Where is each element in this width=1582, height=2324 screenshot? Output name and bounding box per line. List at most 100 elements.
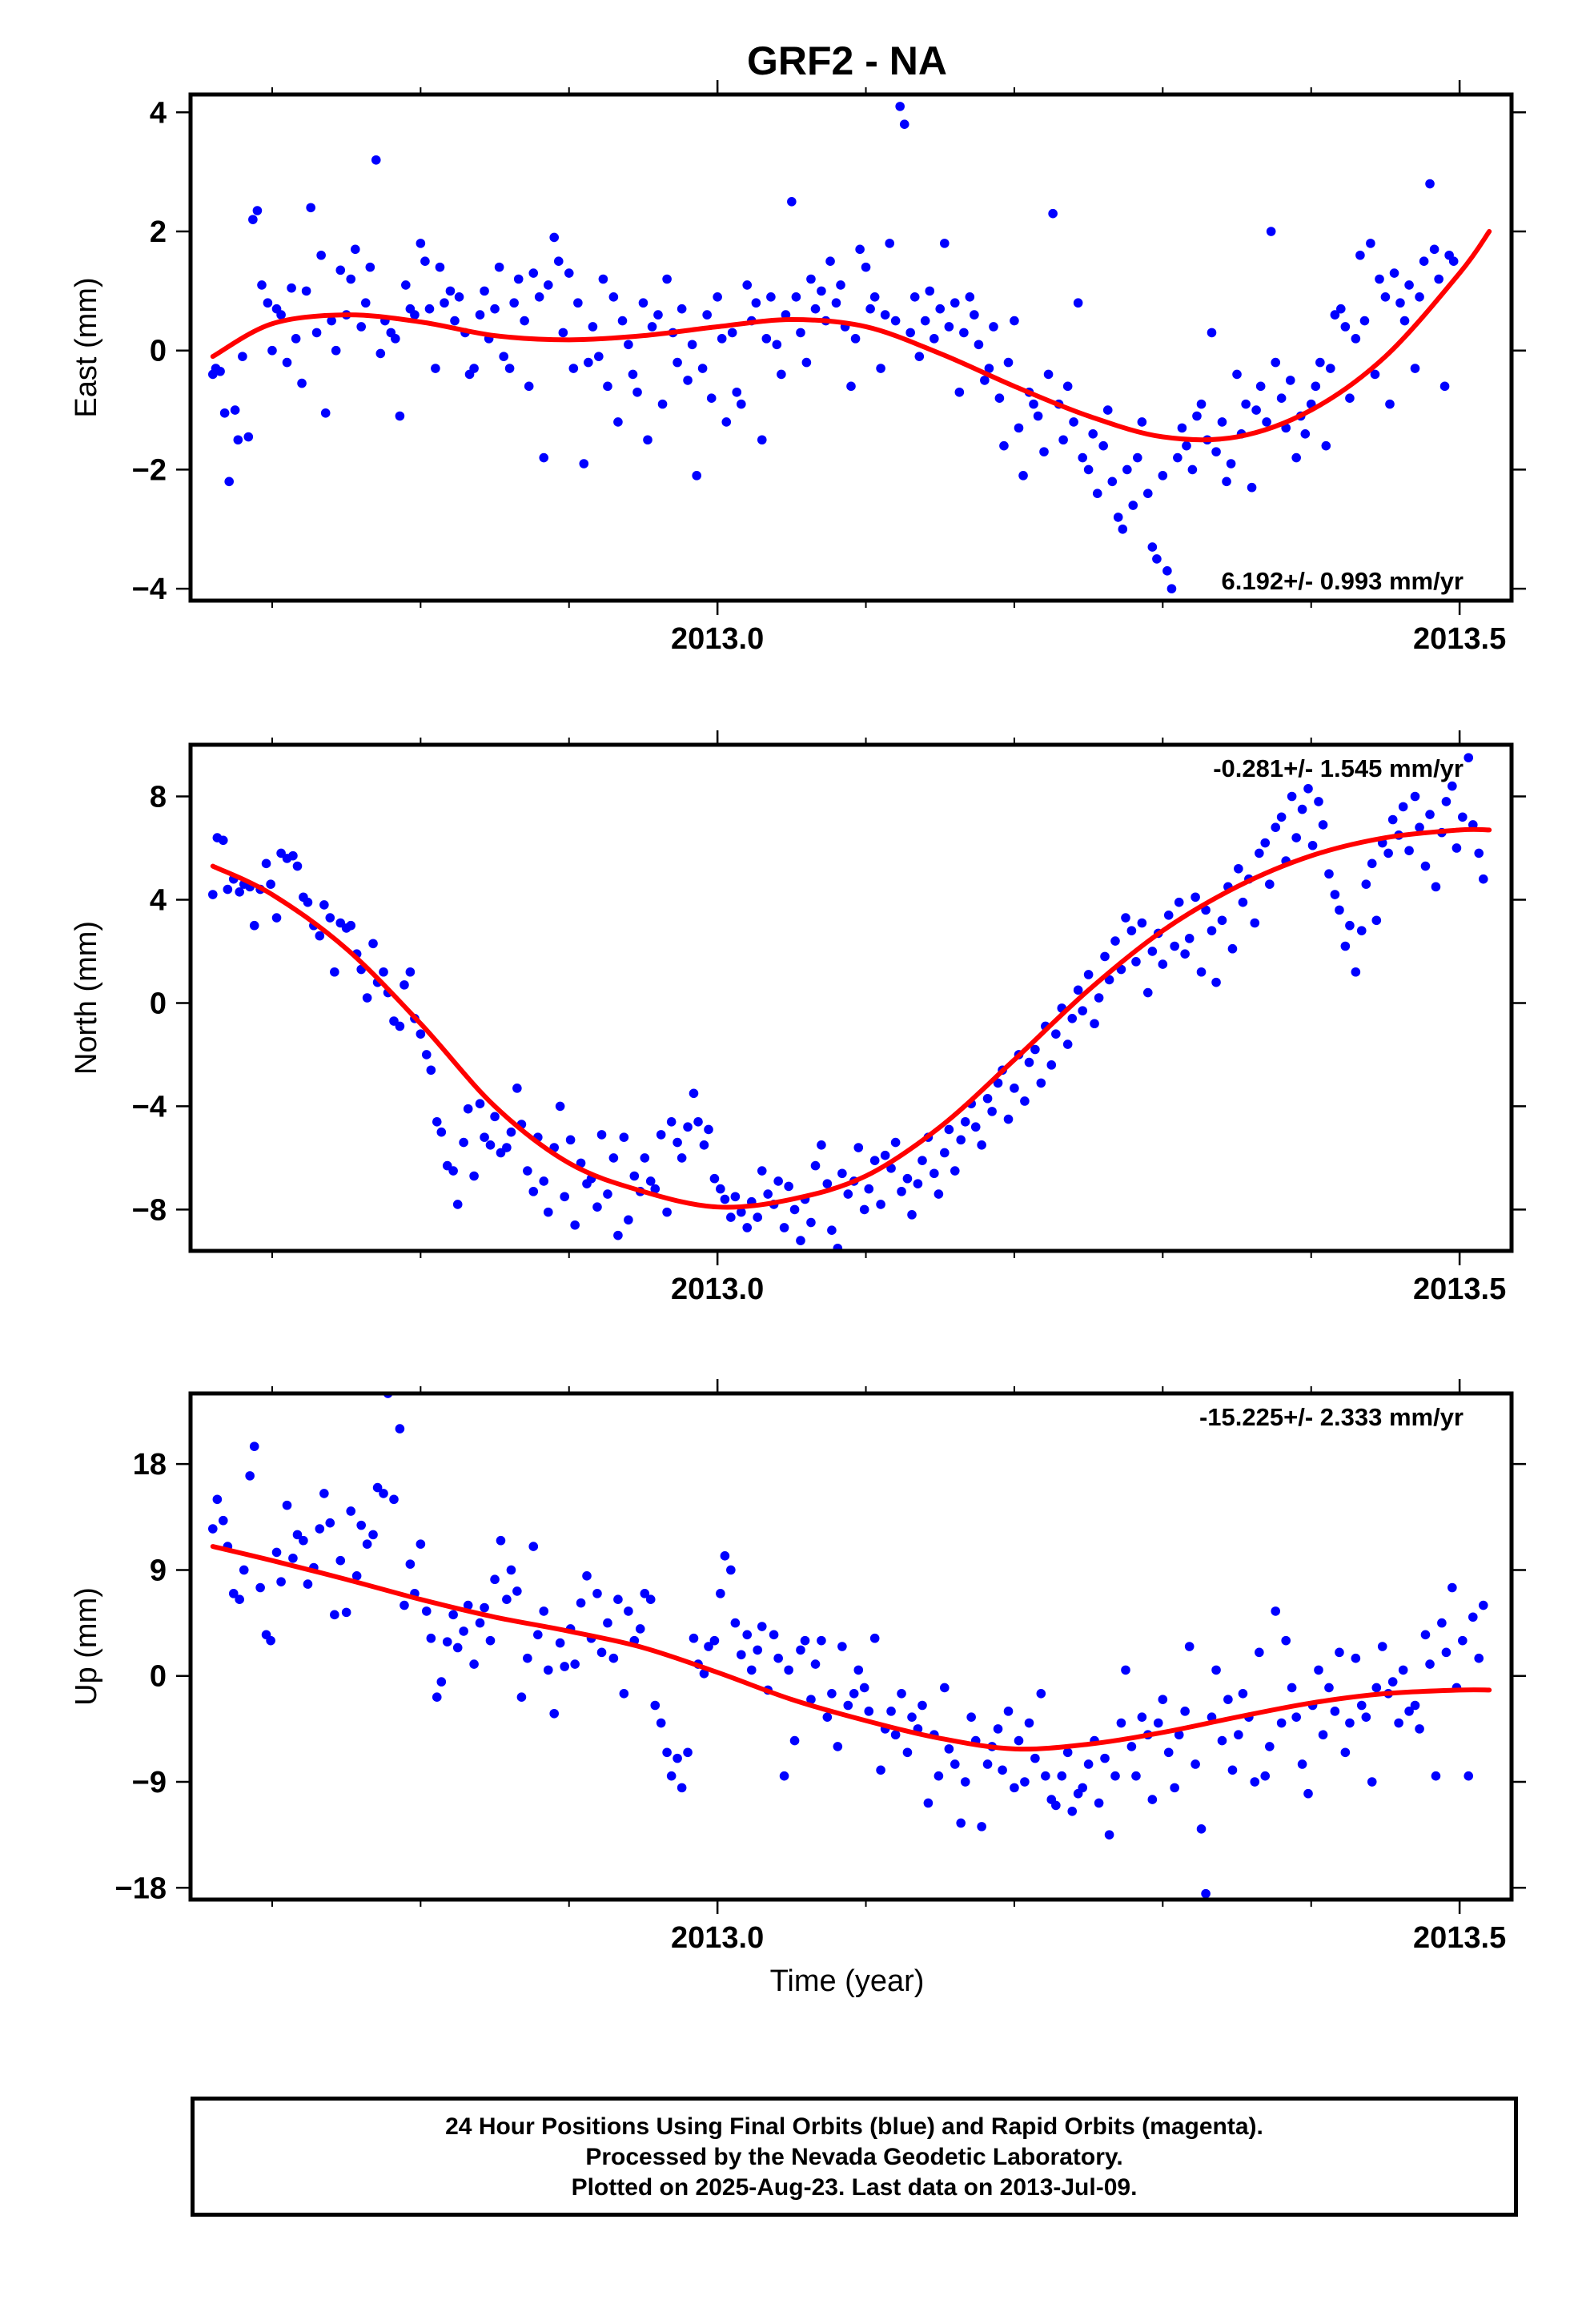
east-data-point xyxy=(549,232,560,243)
east-data-point xyxy=(257,280,267,290)
up-data-point xyxy=(1227,1765,1238,1775)
east-data-point xyxy=(662,274,672,284)
east-data-point xyxy=(1330,310,1340,320)
up-data-point xyxy=(335,1555,346,1566)
north-data-point xyxy=(560,1192,569,1202)
east-x-tick-label: 2013.5 xyxy=(1413,622,1506,656)
up-data-point xyxy=(1024,1718,1034,1728)
north-data-point xyxy=(1276,812,1287,822)
north-data-point xyxy=(1383,848,1393,858)
up-data-point xyxy=(704,1642,713,1651)
east-data-point xyxy=(721,417,732,427)
east-data-point xyxy=(1107,476,1118,487)
east-data-point xyxy=(524,381,534,392)
east-data-point xyxy=(869,292,880,302)
up-data-point xyxy=(255,1582,265,1593)
up-data-point xyxy=(315,1524,325,1534)
up-data-point xyxy=(779,1771,789,1781)
north-data-point xyxy=(864,1184,874,1194)
north-data-point xyxy=(218,835,228,846)
north-data-point xyxy=(319,900,329,910)
east-data-point xyxy=(713,292,722,302)
up-data-point xyxy=(837,1642,847,1651)
up-data-point xyxy=(1131,1771,1141,1781)
north-data-point xyxy=(1271,822,1281,832)
east-data-point xyxy=(450,316,460,326)
north-data-point xyxy=(1420,861,1431,871)
north-data-point xyxy=(640,1153,650,1163)
up-data-point xyxy=(956,1818,966,1828)
north-data-point xyxy=(1464,753,1474,762)
up-data-point xyxy=(271,1547,282,1558)
up-data-point xyxy=(907,1712,917,1722)
up-data-point xyxy=(1367,1777,1377,1787)
north-data-point xyxy=(1425,810,1435,819)
north-data-point xyxy=(1404,846,1414,856)
east-data-point xyxy=(420,256,430,266)
north-data-point xyxy=(512,1084,522,1093)
east-data-point xyxy=(1251,405,1261,415)
up-data-point xyxy=(1078,1783,1088,1793)
north-data-point xyxy=(1260,838,1271,848)
up-data-point xyxy=(1458,1635,1468,1646)
up-data-point xyxy=(1158,1695,1168,1704)
north-data-point xyxy=(362,993,372,1003)
north-data-point xyxy=(977,1140,986,1150)
east-data-point xyxy=(806,274,816,284)
up-data-point xyxy=(1318,1730,1328,1740)
north-data-point xyxy=(596,1130,607,1140)
north-data-point xyxy=(1196,967,1207,977)
up-data-point xyxy=(1415,1724,1424,1734)
up-data-point xyxy=(849,1688,859,1699)
east-data-point xyxy=(1434,274,1443,284)
up-data-point xyxy=(1345,1718,1355,1728)
east-data-point xyxy=(504,364,515,373)
up-data-point xyxy=(737,1650,746,1660)
north-data-point xyxy=(683,1122,693,1132)
north-data-point xyxy=(1356,926,1367,935)
north-data-point xyxy=(810,1160,821,1171)
east-data-point xyxy=(568,364,579,373)
east-plot-frame xyxy=(188,92,1514,603)
up-data-point xyxy=(859,1683,869,1693)
east-data-point xyxy=(751,298,761,308)
north-data-point xyxy=(1142,987,1153,998)
up-data-layer xyxy=(208,1393,1492,1899)
north-data-point xyxy=(730,1192,741,1202)
up-data-point xyxy=(266,1635,275,1646)
north-data-point xyxy=(913,1179,923,1188)
east-data-point xyxy=(1455,0,1464,5)
east-data-point xyxy=(1276,393,1287,404)
up-data-point xyxy=(1271,1606,1281,1616)
up-data-point xyxy=(516,1692,527,1702)
up-data-point xyxy=(950,1759,960,1769)
up-data-point xyxy=(1020,1777,1030,1787)
north-data-point xyxy=(1303,784,1313,794)
north-panel: 2013.0 2013.5 −8 −4 0 4 8 North (mm) -0.281+/- 1… xyxy=(70,730,1526,1306)
east-data-point xyxy=(1404,280,1414,290)
up-data-point xyxy=(379,1489,388,1498)
north-data-point xyxy=(1078,1006,1088,1015)
north-data-point xyxy=(1452,843,1462,853)
east-data-point xyxy=(1102,405,1113,415)
north-data-point xyxy=(1207,926,1217,935)
north-data-point xyxy=(753,1212,763,1222)
east-data-point xyxy=(391,334,400,344)
north-data-point xyxy=(1191,892,1200,903)
east-data-point xyxy=(1311,381,1321,392)
up-data-point xyxy=(822,1712,833,1722)
up-data-point xyxy=(228,1589,239,1598)
east-data-point xyxy=(1315,357,1325,368)
up-data-point xyxy=(212,1494,223,1505)
north-data-point xyxy=(699,1140,709,1150)
up-data-point xyxy=(1003,1707,1014,1716)
up-data-point xyxy=(1468,1612,1478,1622)
up-data-point xyxy=(1335,1647,1344,1658)
east-data-point xyxy=(431,364,440,373)
up-data-point xyxy=(730,1618,741,1628)
footer-line-1: 24 Hour Positions Using Final Orbits (bl… xyxy=(445,2113,1263,2140)
east-data-point xyxy=(480,286,489,296)
footer-line-3: Plotted on 2025-Aug-23. Last data on 201… xyxy=(571,2174,1138,2201)
east-data-point xyxy=(335,265,346,275)
east-y-tick-label: 0 xyxy=(150,335,167,368)
